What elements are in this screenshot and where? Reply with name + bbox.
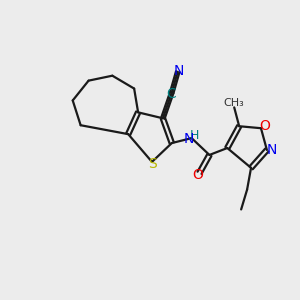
Text: C: C — [166, 86, 176, 100]
Text: N: N — [267, 143, 277, 157]
Text: H: H — [190, 129, 199, 142]
Text: CH₃: CH₃ — [224, 98, 244, 108]
Text: S: S — [148, 157, 157, 171]
Text: N: N — [184, 132, 194, 146]
Text: O: O — [192, 168, 203, 182]
Text: O: O — [260, 119, 270, 133]
Text: N: N — [173, 64, 184, 78]
